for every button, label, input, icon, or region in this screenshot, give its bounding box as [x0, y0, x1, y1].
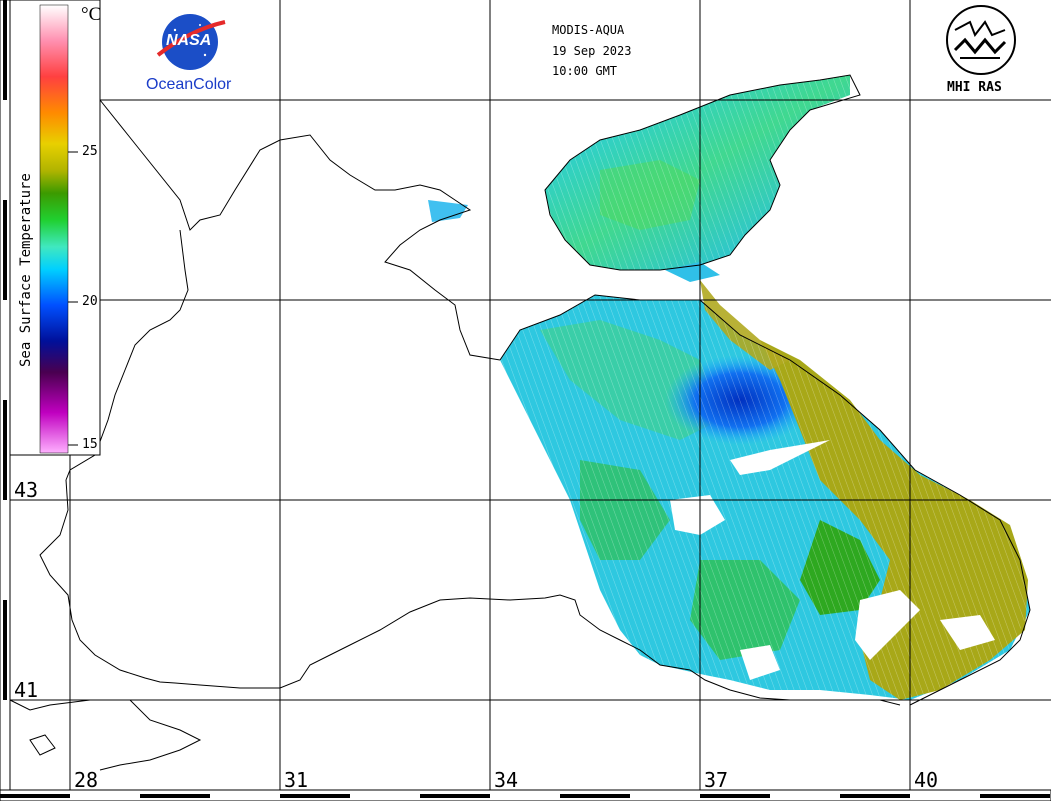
colorbar-tick: 15	[82, 437, 98, 452]
latitude-label: 41	[14, 678, 39, 702]
acquisition-time: 10:00 GMT	[552, 64, 618, 78]
coastline	[9, 74, 1031, 771]
mhi-ras-logo	[946, 5, 1016, 75]
longitude-label: 28	[74, 768, 99, 792]
longitude-label: 31	[284, 768, 309, 792]
nasa-text: NASA	[166, 32, 212, 49]
black-sea-sst	[500, 280, 1030, 700]
colorbar	[9, 0, 101, 456]
colorbar-tick: 25	[82, 144, 98, 159]
latitude-label: 43	[14, 478, 39, 502]
graticule	[10, 0, 1051, 790]
oceancolor-label: OceanColor	[146, 76, 232, 93]
nasa-logo	[156, 14, 226, 70]
colorbar-unit: °C	[81, 4, 102, 25]
longitude-label: 34	[494, 768, 519, 792]
acquisition-date: 19 Sep 2023	[552, 44, 632, 58]
mhi-ras-label: MHI RAS	[947, 80, 1002, 95]
longitude-label: 37	[704, 768, 729, 792]
satellite-name: MODIS-AQUA	[552, 23, 625, 37]
longitude-label: 40	[914, 768, 939, 792]
colorbar-tick: 20	[82, 294, 98, 309]
azov-sea-sst	[428, 75, 850, 282]
colorbar-title: Sea Surface Temperature	[18, 173, 34, 367]
